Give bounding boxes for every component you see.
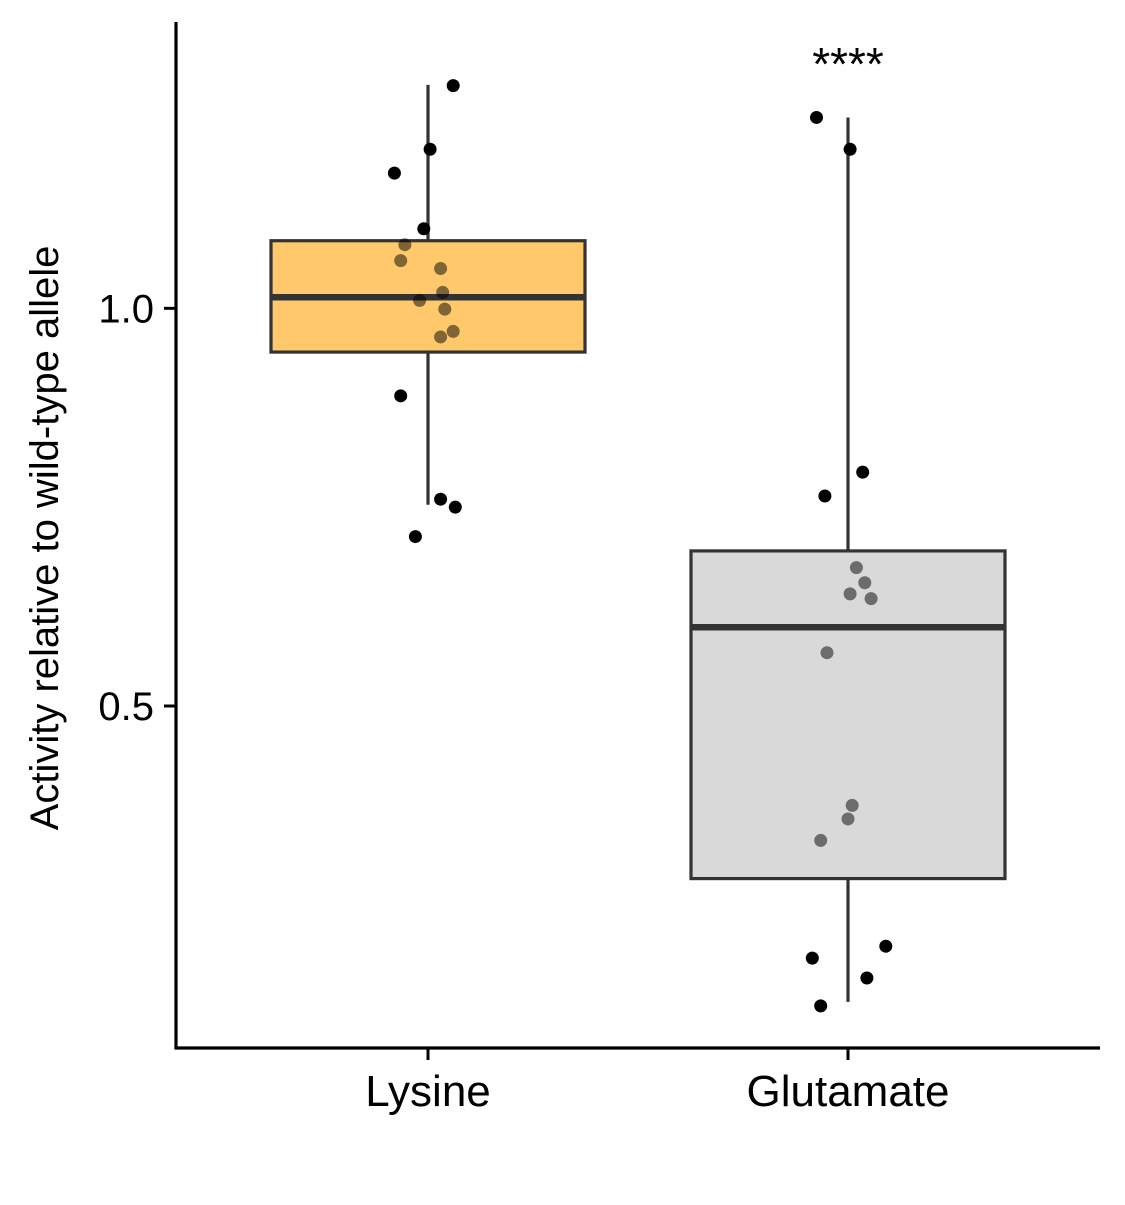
x-axis-ticks: Lysine Glutamate: [365, 1048, 949, 1116]
data-point-lysine-16: [408, 530, 422, 544]
data-point-lysine-4: [417, 222, 431, 236]
data-point-lysine-9: [413, 293, 427, 307]
data-point-glutamate-8: [864, 592, 878, 606]
data-point-glutamate-14: [805, 951, 819, 965]
y-tick-label-1.0: 1.0: [98, 287, 154, 331]
data-point-glutamate-9: [820, 646, 834, 660]
data-point-lysine-2: [423, 142, 437, 156]
data-point-lysine-8: [436, 285, 450, 299]
data-point-lysine-6: [394, 254, 408, 268]
data-point-glutamate-5: [849, 561, 863, 575]
significance-label: ****: [812, 38, 884, 90]
data-point-lysine-15: [448, 500, 462, 514]
box-group-lysine: [269, 79, 587, 544]
data-point-lysine-12: [434, 330, 448, 344]
data-point-lysine-3: [387, 166, 401, 180]
data-point-lysine-10: [438, 302, 452, 316]
data-point-glutamate-7: [843, 587, 857, 601]
data-point-glutamate-1: [810, 110, 823, 124]
y-tick-label-0.5: 0.5: [98, 685, 154, 729]
data-point-glutamate-4: [818, 489, 832, 503]
data-point-lysine-5: [398, 238, 412, 252]
box-group-glutamate: [689, 110, 1007, 1013]
x-tick-label-lysine: Lysine: [365, 1067, 491, 1116]
data-point-lysine-7: [434, 262, 448, 276]
plot-area: ****: [269, 38, 1007, 1013]
y-axis-title: Activity relative to wild-type allele: [23, 246, 67, 831]
data-point-glutamate-16: [814, 999, 828, 1013]
data-point-lysine-14: [434, 492, 448, 506]
data-point-glutamate-2: [843, 142, 857, 156]
data-point-lysine-11: [446, 324, 460, 338]
data-point-glutamate-6: [858, 576, 872, 590]
box-glutamate: [689, 549, 1007, 881]
x-tick-label-glutamate: Glutamate: [747, 1067, 950, 1116]
data-point-glutamate-15: [860, 971, 874, 985]
data-point-glutamate-10: [845, 798, 859, 812]
data-point-lysine-13: [394, 389, 408, 403]
data-point-glutamate-13: [879, 939, 893, 953]
data-point-glutamate-12: [814, 833, 828, 847]
data-point-glutamate-11: [841, 812, 855, 826]
data-point-glutamate-3: [856, 465, 870, 479]
y-axis-ticks: 0.5 1.0: [98, 287, 176, 729]
data-point-lysine-1: [446, 79, 460, 93]
